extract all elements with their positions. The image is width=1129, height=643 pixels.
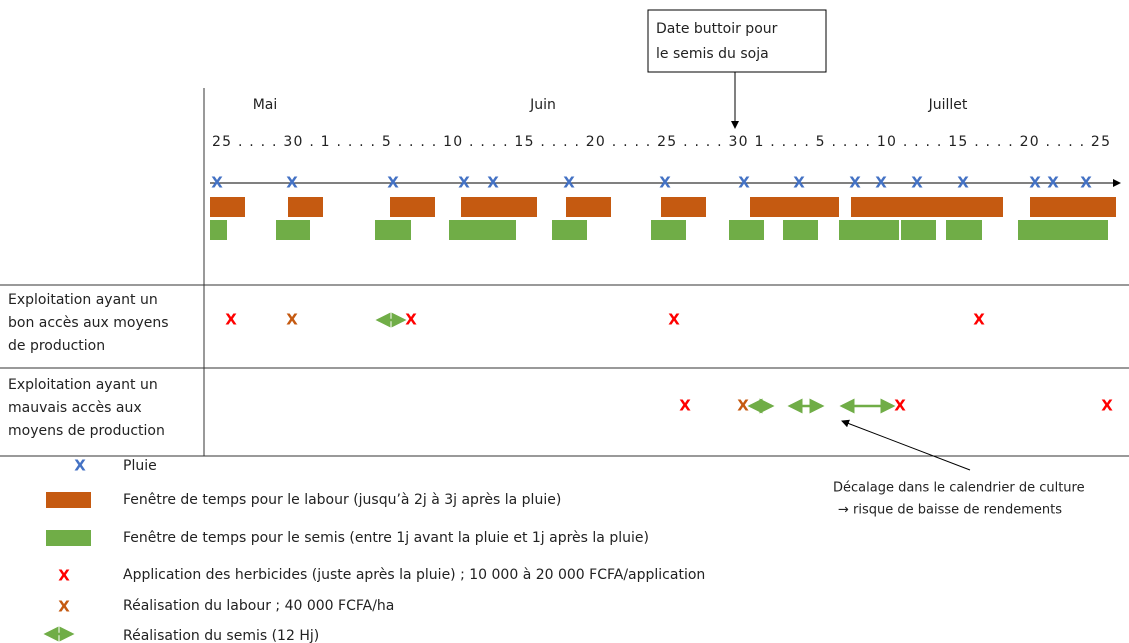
sowing-window xyxy=(839,220,899,240)
cross: X xyxy=(957,174,969,192)
legend-text: Fenêtre de temps pour le labour (jusqu’à… xyxy=(123,492,561,508)
legend-text: Réalisation du semis (12 Hj) xyxy=(123,628,319,643)
cross: X xyxy=(679,397,691,415)
legend-swatch xyxy=(46,492,91,508)
legend-text: Pluie xyxy=(123,458,157,474)
cross: X xyxy=(738,174,750,192)
labour-window xyxy=(750,197,839,217)
cross: X xyxy=(563,174,575,192)
cross: X xyxy=(894,397,906,415)
labour-window xyxy=(461,197,537,217)
callout-text: le semis du soja xyxy=(656,46,769,62)
sowing-window xyxy=(276,220,310,240)
sowing-window xyxy=(210,220,227,240)
sowing-window xyxy=(783,220,818,240)
labour-window xyxy=(1030,197,1116,217)
legend-text: Fenêtre de temps pour le semis (entre 1j… xyxy=(123,530,649,546)
cross: X xyxy=(659,174,671,192)
annotation: Décalage dans le calendrier de culture xyxy=(833,481,1085,496)
annotation-arrow xyxy=(841,419,971,471)
legend-text: Réalisation du labour ; 40 000 FCFA/ha xyxy=(123,598,394,614)
month: Mai xyxy=(253,97,278,113)
sowing-window xyxy=(729,220,764,240)
cross: X xyxy=(487,174,499,192)
row-label: Exploitation ayant un xyxy=(8,292,158,308)
row-label: Exploitation ayant un xyxy=(8,377,158,393)
cross: X xyxy=(849,174,861,192)
cross: X xyxy=(1047,174,1059,192)
sowing-window xyxy=(552,220,587,240)
cross: X xyxy=(1101,397,1113,415)
days: 25 . . . . 30 . 1 . . . . 5 . . . . 10 .… xyxy=(212,134,1110,150)
frame xyxy=(0,88,1129,457)
sowing-window xyxy=(1018,220,1108,240)
sowing-window xyxy=(946,220,982,240)
labour-window xyxy=(566,197,611,217)
labour-window xyxy=(390,197,435,217)
sowing-window xyxy=(375,220,411,240)
sowing-window xyxy=(651,220,686,240)
cross: X xyxy=(211,174,223,192)
labour-window xyxy=(851,197,1003,217)
cross: X xyxy=(1080,174,1092,192)
cross: X xyxy=(911,174,923,192)
labour-window xyxy=(210,197,245,217)
labour-window xyxy=(288,197,323,217)
cross: X xyxy=(58,598,70,616)
row-label: moyens de production xyxy=(8,423,165,439)
sowing-window xyxy=(449,220,516,240)
month: Juillet xyxy=(928,97,968,113)
row-label: mauvais accès aux xyxy=(8,400,142,416)
cross: X xyxy=(973,311,985,329)
row-label: de production xyxy=(8,338,105,354)
cross: X xyxy=(387,174,399,192)
cross: X xyxy=(793,174,805,192)
labour-window xyxy=(661,197,706,217)
cross: X xyxy=(458,174,470,192)
callout-box xyxy=(647,9,827,73)
callout-text: Date buttoir pour xyxy=(656,21,778,37)
row-label: bon accès aux moyens xyxy=(8,315,169,331)
legend-swatch xyxy=(46,530,91,546)
cross: X xyxy=(405,311,417,329)
cross: X xyxy=(74,457,86,475)
cross: X xyxy=(286,174,298,192)
cross: X xyxy=(737,397,749,415)
cross: X xyxy=(875,174,887,192)
cross: X xyxy=(225,311,237,329)
month: Juin xyxy=(529,97,556,113)
cross: X xyxy=(286,311,298,329)
annotation: → risque de baisse de rendements xyxy=(838,503,1062,518)
legend-text: Application des herbicides (juste après … xyxy=(123,567,705,583)
sowing-window xyxy=(901,220,936,240)
cross: X xyxy=(1029,174,1041,192)
cross: X xyxy=(58,567,70,585)
cross: X xyxy=(668,311,680,329)
